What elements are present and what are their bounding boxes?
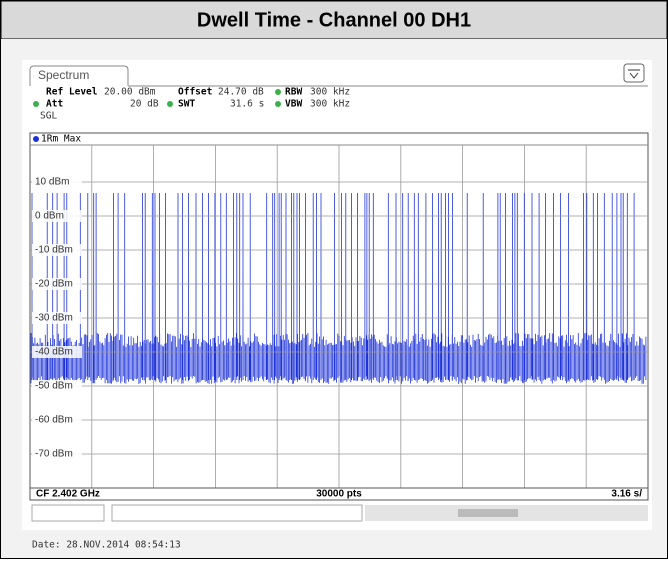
trace xyxy=(30,193,647,384)
setting-value: 20 dB xyxy=(130,99,159,110)
menu-button[interactable] xyxy=(623,63,645,83)
span-per-div: 3.16 s/ xyxy=(611,489,642,500)
progress xyxy=(458,509,518,517)
trace-label: 1Rm Max xyxy=(41,134,81,145)
settings: Ref Level 20.00 dBm Offset 24.70 dB RBW … xyxy=(33,87,350,122)
tick-label-bg xyxy=(32,414,82,426)
plot-area: 10 dBm 0 dBm -10 dBm -20 dBm -30 dBm -40 dBm -… xyxy=(30,145,648,488)
setting-label: RBW xyxy=(285,87,302,98)
tick-label-bg xyxy=(32,380,82,392)
center-frequency: CF 2.402 GHz xyxy=(36,489,100,500)
y-tick-label: -40 dBm xyxy=(35,347,73,358)
y-tick-label: -60 dBm xyxy=(35,415,73,426)
setting-label: SWT xyxy=(178,99,195,110)
y-tick-label: 10 dBm xyxy=(35,177,69,188)
setting-value: 300 kHz xyxy=(310,99,350,110)
setting-label: VBW xyxy=(285,99,302,110)
indicator xyxy=(275,101,281,107)
setting-label: Att xyxy=(46,99,63,110)
setting-value: 24.70 dB xyxy=(218,87,264,98)
y-tick-label: -70 dBm xyxy=(35,449,73,460)
tab-label: Spectrum xyxy=(38,68,89,82)
tick-label-bg xyxy=(32,244,82,256)
indicator xyxy=(33,101,39,107)
setting-label: Ref Level xyxy=(46,87,98,98)
setting-label: Offset xyxy=(178,87,212,98)
status-box xyxy=(31,504,105,522)
status-box xyxy=(111,504,363,522)
indicator xyxy=(275,89,281,95)
tick-label-bg xyxy=(32,448,82,460)
header-band xyxy=(0,0,668,40)
y-tick-label: 0 dBm xyxy=(35,211,64,222)
spectrum-tab[interactable] xyxy=(29,65,129,86)
setting-value: 31.6 s xyxy=(230,99,264,110)
setting-mode: SGL xyxy=(40,111,57,122)
trace-indicator xyxy=(33,136,39,142)
header-title: Dwell Time - Channel 00 DH1 xyxy=(197,9,471,31)
y-tick-label: -20 dBm xyxy=(35,279,73,290)
tick-label-bg xyxy=(32,346,82,358)
menu-icon xyxy=(628,69,640,79)
y-tick-label: -50 dBm xyxy=(35,381,73,392)
indicator xyxy=(167,101,173,107)
y-tick-label: -10 dBm xyxy=(35,245,73,256)
tick-label-bg xyxy=(32,210,82,222)
date: Date: 28.NOV.2014 08:54:13 xyxy=(32,540,181,551)
tick-label-bg xyxy=(32,312,82,324)
tick-label-bg xyxy=(32,176,82,188)
setting-value: 300 kHz xyxy=(310,87,350,98)
y-tick-label: -30 dBm xyxy=(35,313,73,324)
points: 30000 pts xyxy=(316,489,362,500)
setting-value: 20.00 dBm xyxy=(104,87,156,98)
bottom-bar xyxy=(29,487,649,501)
tick-label-bg xyxy=(32,278,82,290)
